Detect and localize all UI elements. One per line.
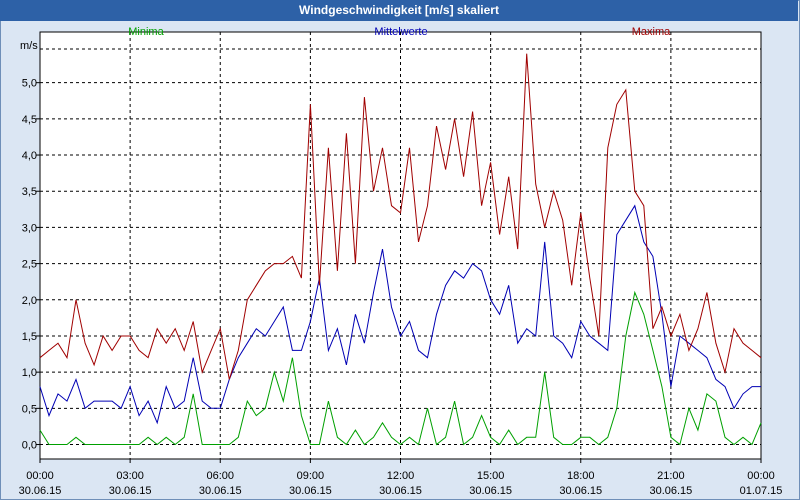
x-tick-date-label: 30.06.15 [469,485,512,497]
x-tick-time-label: 06:00 [206,470,234,482]
y-tick-label: 3,5 [22,186,37,198]
x-tick-date-label: 01.07.15 [740,485,783,497]
x-tick-date-label: 30.06.15 [289,485,332,497]
x-tick-time-label: 09:00 [297,470,325,482]
y-tick-label: 4,0 [22,150,37,162]
maxima-series-line [39,53,762,380]
x-tick-date-label: 30.06.15 [559,485,602,497]
x-tick-date-label: 30.06.15 [199,485,242,497]
axes-group: 0,0 0,5 1,0 1,5 2,0 2,5 3,0 3,5 4,0 4,5 5,0 00:00 30… [19,78,783,497]
y-tick-label: 3,0 [22,222,37,234]
y-tick-label: 2,0 [22,295,37,307]
series-group [39,53,762,446]
y-tick-label: 0,5 [22,403,37,415]
mittelwerte-series-line [39,204,761,425]
y-tick-label: 0,0 [22,440,37,452]
x-tick-date-label: 30.06.15 [109,485,152,497]
x-tick-time-label: 21:00 [657,470,685,482]
y-tick-label: 1,5 [22,331,37,343]
y-tick-label: 1,0 [22,367,37,379]
legend-maxima: Maxima [632,26,671,38]
y-axis-unit-label: m/s [20,40,38,52]
x-tick-time-label: 12:00 [387,470,415,482]
x-tick-date-label: 30.06.15 [649,485,692,497]
y-tick-label: 4,5 [22,114,37,126]
x-tick-date-label: 30.06.15 [379,485,422,497]
y-tick-label: 2,5 [22,259,37,271]
x-tick-time-label: 00:00 [26,470,54,482]
x-tick-time-label: 15:00 [477,470,505,482]
y-tick-label: 5,0 [22,78,37,90]
x-tick-time-label: 00:00 [747,470,775,482]
minima-series-line [39,290,762,446]
x-tick-date-label: 30.06.15 [19,485,62,497]
window-title: Windgeschwindigkeit [m/s] skaliert [0,0,798,21]
x-tick-time-label: 18:00 [567,470,595,482]
legend-mittelwerte: Mittelwerte [374,26,427,38]
legend-minima: Minima [128,26,164,38]
x-tick-time-label: 03:00 [116,470,144,482]
